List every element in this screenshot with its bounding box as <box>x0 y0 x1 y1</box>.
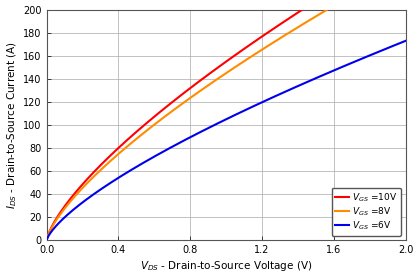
Text: G001: G001 <box>383 232 402 238</box>
X-axis label: $V_{DS}$ - Drain-to-Source Voltage (V): $V_{DS}$ - Drain-to-Source Voltage (V) <box>140 259 313 273</box>
Y-axis label: $I_{DS}$ - Drain-to-Source Current (A): $I_{DS}$ - Drain-to-Source Current (A) <box>5 41 19 209</box>
Legend: $V_{GS}$ =10V, $V_{GS}$ =8V, $V_{GS}$ =6V: $V_{GS}$ =10V, $V_{GS}$ =8V, $V_{GS}$ =6… <box>332 187 401 236</box>
